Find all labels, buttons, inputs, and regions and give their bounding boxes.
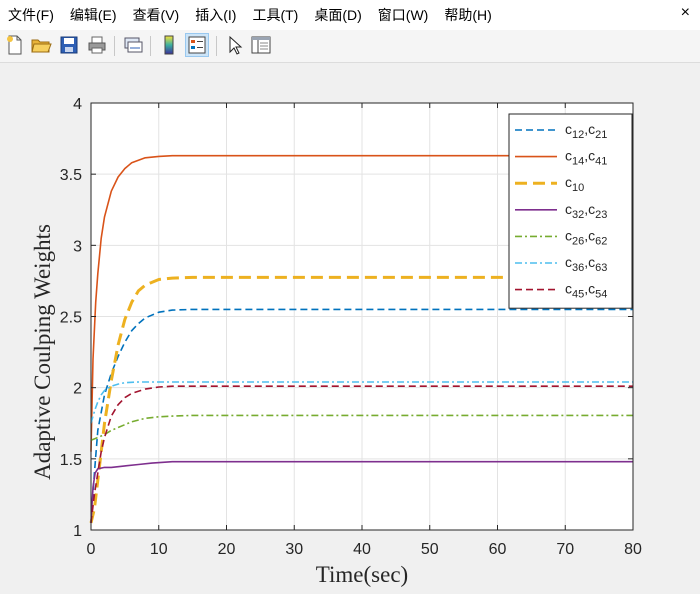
- panel-icon[interactable]: [250, 34, 272, 56]
- x-tick-label: 80: [624, 541, 642, 558]
- link-icon[interactable]: [122, 34, 144, 56]
- toolbar: [0, 30, 700, 63]
- series-line-c12-c21[interactable]: [90, 308, 633, 523]
- legend[interactable]: c12,c21 c14,c41 c10 c32,c23 c26,c62 c36,c63 c4…: [508, 113, 633, 309]
- figure-area: 0 10 20 30 40 50 60 70 80 1 1.5 2 2.5 3 3.5 4 Time(sec…: [0, 63, 700, 589]
- menu-desktop[interactable]: 桌面(D): [314, 7, 362, 23]
- legend-label: c26,c62: [565, 227, 607, 247]
- pointer-icon[interactable]: [224, 34, 246, 56]
- series-line-c14-c41[interactable]: [90, 154, 633, 452]
- menu-view[interactable]: 查看(V): [132, 7, 180, 23]
- menu-insert[interactable]: 插入(I): [195, 7, 237, 23]
- series-layer: [89, 154, 633, 524]
- legend-label: c45,c54: [565, 281, 607, 301]
- x-axis: 0 10 20 30 40 50 60 70 80: [87, 103, 642, 558]
- close-icon[interactable]: ×: [680, 4, 690, 21]
- x-tick-label: 60: [489, 541, 507, 558]
- y-tick-label: 4: [73, 96, 82, 113]
- grid: [91, 103, 633, 530]
- series-line-c26-c62[interactable]: [90, 414, 633, 442]
- x-tick-label: 40: [353, 541, 371, 558]
- new-file-icon[interactable]: [4, 34, 26, 56]
- menu-edit[interactable]: 编辑(E): [69, 7, 117, 23]
- y-axis: 1 1.5 2 2.5 3 3.5 4: [60, 96, 633, 540]
- series-line-c32-c23[interactable]: [90, 460, 633, 523]
- x-axis-label: Time(sec): [316, 562, 408, 587]
- legend-icon[interactable]: [185, 33, 209, 57]
- y-axis-label: Adaptive Coulping Weights: [30, 224, 55, 480]
- legend-box: [508, 113, 633, 309]
- toolbar-separator: [216, 36, 217, 56]
- menu-window[interactable]: 窗口(W): [377, 7, 429, 23]
- y-tick-label: 3: [73, 238, 82, 255]
- legend-label: c12,c21: [565, 121, 607, 141]
- colorbar-icon[interactable]: [158, 34, 180, 56]
- series-line-c10[interactable]: [89, 275, 633, 524]
- x-tick-label: 50: [421, 541, 439, 558]
- legend-label: c10: [565, 174, 584, 194]
- y-tick-label: 2: [73, 381, 82, 398]
- x-tick-label: 70: [556, 541, 574, 558]
- line-chart[interactable]: 0 10 20 30 40 50 60 70 80 1 1.5 2 2.5 3 3.5 4 Time(sec…: [0, 63, 700, 589]
- toolbar-separator: [150, 36, 151, 56]
- x-tick-label: 0: [87, 541, 96, 558]
- y-tick-label: 1.5: [60, 452, 82, 469]
- print-icon[interactable]: [86, 34, 108, 56]
- series-line-c45-c54[interactable]: [90, 385, 633, 523]
- folder-open-icon[interactable]: [30, 34, 52, 56]
- menu-file[interactable]: 文件(F): [8, 7, 54, 23]
- x-tick-label: 10: [150, 541, 168, 558]
- save-icon[interactable]: [58, 34, 80, 56]
- legend-label: c36,c63: [565, 254, 607, 274]
- toolbar-separator: [114, 36, 115, 56]
- menu-help[interactable]: 帮助(H): [444, 7, 492, 23]
- y-tick-label: 1: [73, 523, 82, 540]
- legend-label: c14,c41: [565, 148, 607, 168]
- menu-tools[interactable]: 工具(T): [252, 7, 299, 23]
- x-tick-label: 30: [285, 541, 303, 558]
- legend-label: c32,c23: [565, 201, 607, 221]
- x-tick-label: 20: [218, 541, 236, 558]
- menu-bar: 文件(F) 编辑(E) 查看(V) 插入(I) 工具(T) 桌面(D) 窗口(W…: [0, 0, 700, 30]
- y-tick-label: 2.5: [60, 310, 82, 327]
- y-tick-label: 3.5: [60, 167, 82, 184]
